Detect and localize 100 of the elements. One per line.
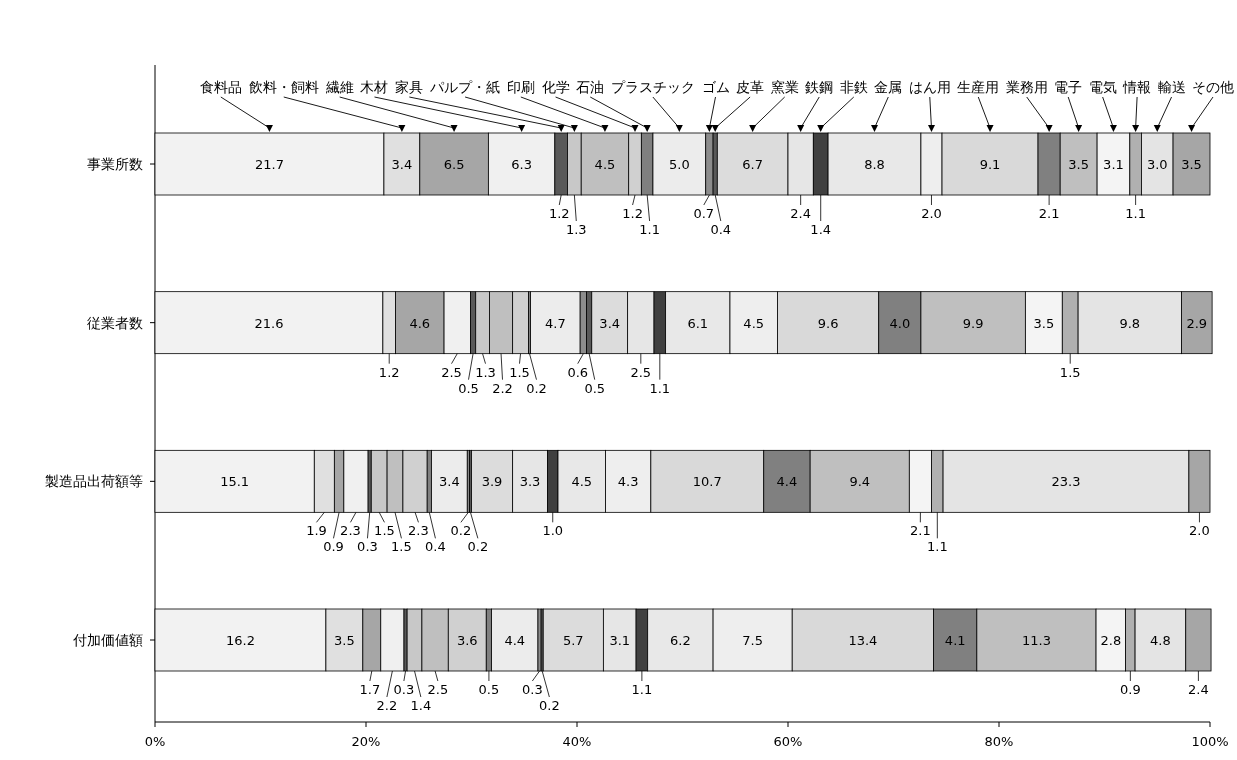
data-label: 4.5 xyxy=(743,315,765,331)
data-label: 4.3 xyxy=(617,474,639,490)
data-label: 15.1 xyxy=(220,474,250,490)
text: 生産用 xyxy=(957,79,1000,95)
x-tick-label: 20% xyxy=(351,734,381,749)
data-label: 1.1 xyxy=(1125,206,1146,221)
x-tick-label: 100% xyxy=(1191,734,1229,749)
data-label: 3.3 xyxy=(519,474,541,490)
data-label: 0.9 xyxy=(323,539,344,555)
data-label: 3.5 xyxy=(1181,157,1202,172)
text: 化学 xyxy=(541,79,570,95)
data-label: 6.3 xyxy=(511,157,532,172)
data-label: 3.0 xyxy=(1146,157,1168,172)
data-label: 3.6 xyxy=(456,633,478,648)
data-label: 9.8 xyxy=(1119,315,1141,331)
data-label: 5.0 xyxy=(668,157,690,172)
text: 窯業 xyxy=(770,79,799,95)
data-label: 1.5 xyxy=(374,523,395,539)
data-label: 1.1 xyxy=(639,222,660,237)
data-label: 6.1 xyxy=(687,315,709,331)
data-label: 4.5 xyxy=(571,474,593,490)
data-label: 1.9 xyxy=(306,523,327,539)
data-label: 1.4 xyxy=(810,222,832,237)
text: 繊維 xyxy=(324,79,354,95)
data-label: 4.8 xyxy=(1150,633,1171,648)
y-tick-label: 事業所数 xyxy=(87,156,143,172)
data-label: 5.7 xyxy=(562,633,584,648)
data-label: 1.2 xyxy=(548,206,570,221)
text: プラスチック xyxy=(610,79,695,95)
data-label: 23.3 xyxy=(1051,474,1081,490)
data-label: 1.7 xyxy=(359,682,381,697)
data-label: 4.4 xyxy=(504,633,526,648)
data-label: 4.0 xyxy=(889,315,911,331)
data-label: 2.8 xyxy=(1100,633,1122,648)
data-label: 1.4 xyxy=(410,698,432,713)
data-label: 1.2 xyxy=(622,206,643,221)
data-label: 2.1 xyxy=(910,523,931,539)
y-tick-label: 従業者数 xyxy=(87,314,143,331)
text: 石油 xyxy=(576,79,605,95)
data-label: 2.2 xyxy=(492,380,513,396)
text: 印刷 xyxy=(506,79,535,95)
x-tick-label: 40% xyxy=(562,734,592,749)
data-label: 0.4 xyxy=(425,539,446,555)
data-label: 4.7 xyxy=(545,315,566,331)
data-label: 21.7 xyxy=(254,157,284,172)
data-label: 2.5 xyxy=(630,364,652,380)
data-label: 0.3 xyxy=(357,539,378,555)
text: 木材 xyxy=(360,79,389,95)
data-label: 0.5 xyxy=(478,682,500,697)
text: 金属 xyxy=(874,79,903,95)
y-tick-label: 付加価値額 xyxy=(72,632,143,648)
data-label: 16.2 xyxy=(225,633,255,648)
text: 家具 xyxy=(395,79,424,95)
data-label: 1.3 xyxy=(565,222,587,237)
data-label: 2.3 xyxy=(408,523,429,539)
text: 皮革 xyxy=(736,79,765,95)
data-label: 4.1 xyxy=(944,633,966,648)
data-label: 0.2 xyxy=(526,380,547,396)
data-label: 9.6 xyxy=(817,315,839,331)
data-label: 7.5 xyxy=(742,633,763,648)
data-label: 2.2 xyxy=(376,698,398,713)
text: 輸送 xyxy=(1157,79,1186,95)
data-label: 2.0 xyxy=(921,206,942,221)
data-label: 2.3 xyxy=(340,523,361,539)
y-tick-label: 製造品出荷額等 xyxy=(45,473,143,490)
text: 電気 xyxy=(1088,79,1117,95)
text: 電子 xyxy=(1054,79,1083,95)
data-label: 1.2 xyxy=(378,364,400,380)
x-tick-label: 0% xyxy=(144,734,166,749)
data-label: 9.1 xyxy=(979,157,1001,172)
data-label: 2.9 xyxy=(1186,315,1208,331)
data-label: 13.4 xyxy=(848,633,878,648)
data-label: 0.2 xyxy=(467,539,489,555)
data-label: 1.1 xyxy=(649,380,671,396)
x-tick-label: 60% xyxy=(773,734,803,749)
data-label: 2.5 xyxy=(427,682,449,697)
text: 業務用 xyxy=(1005,79,1048,95)
text: 情報 xyxy=(1122,79,1152,95)
data-label: 0.5 xyxy=(458,380,479,396)
text: パルプ・紙 xyxy=(429,79,501,95)
data-label: 0.6 xyxy=(567,364,589,380)
data-label: 0.3 xyxy=(393,682,415,697)
data-label: 2.5 xyxy=(441,364,462,380)
data-label: 3.9 xyxy=(481,474,503,490)
data-label: 2.4 xyxy=(1188,682,1209,697)
data-label: 3.1 xyxy=(1103,157,1124,172)
data-label: 1.1 xyxy=(631,682,653,697)
text: 非鉄 xyxy=(839,79,868,95)
data-label: 3.5 xyxy=(1033,315,1055,331)
data-label: 1.1 xyxy=(927,539,948,555)
data-label: 0.3 xyxy=(522,682,543,697)
text: 鉄鋼 xyxy=(805,79,834,95)
data-label: 11.3 xyxy=(1021,633,1051,648)
data-label: 2.0 xyxy=(1189,523,1210,539)
data-label: 0.2 xyxy=(539,698,560,713)
text: はん用 xyxy=(908,79,951,95)
data-label: 2.1 xyxy=(1038,206,1060,221)
data-label: 1.5 xyxy=(391,539,412,555)
data-label: 3.4 xyxy=(599,315,621,331)
data-label: 9.4 xyxy=(849,474,871,490)
